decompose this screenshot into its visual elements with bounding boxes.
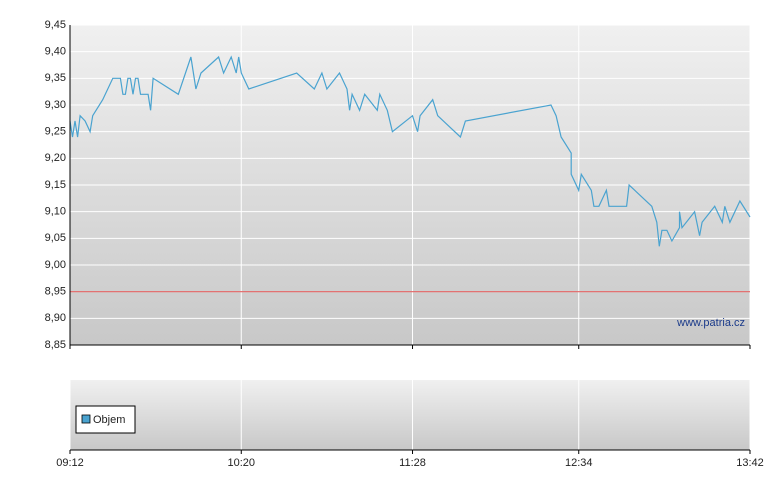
y-tick-label: 9,20	[45, 152, 66, 164]
y-tick-label: 9,30	[45, 99, 66, 111]
watermark: www.patria.cz	[676, 317, 745, 329]
y-tick-label: 9,45	[45, 19, 66, 31]
x-tick-label: 11:28	[399, 457, 426, 469]
y-tick-label: 8,95	[45, 286, 66, 298]
price-line	[69, 55, 751, 247]
y-tick-label: 9,25	[45, 126, 66, 138]
volume-area	[70, 380, 750, 450]
x-tick-label: 13:42	[736, 457, 764, 469]
y-tick-label: 9,40	[45, 46, 66, 58]
y-tick-label: 9,15	[45, 179, 66, 191]
x-tick-label: 09:12	[56, 457, 84, 469]
y-tick-label: 9,00	[45, 259, 66, 271]
y-tick-label: 8,90	[45, 312, 66, 324]
x-tick-label: 12:34	[565, 457, 593, 469]
y-tick-label: 9,35	[45, 72, 66, 84]
x-tick-label: 10:20	[227, 457, 255, 469]
y-tick-label: 9,10	[45, 206, 66, 218]
legend-swatch	[81, 414, 91, 424]
y-tick-label: 8,85	[45, 339, 66, 351]
legend-label: Objem	[93, 414, 125, 426]
y-tick-label: 9,05	[45, 232, 66, 244]
